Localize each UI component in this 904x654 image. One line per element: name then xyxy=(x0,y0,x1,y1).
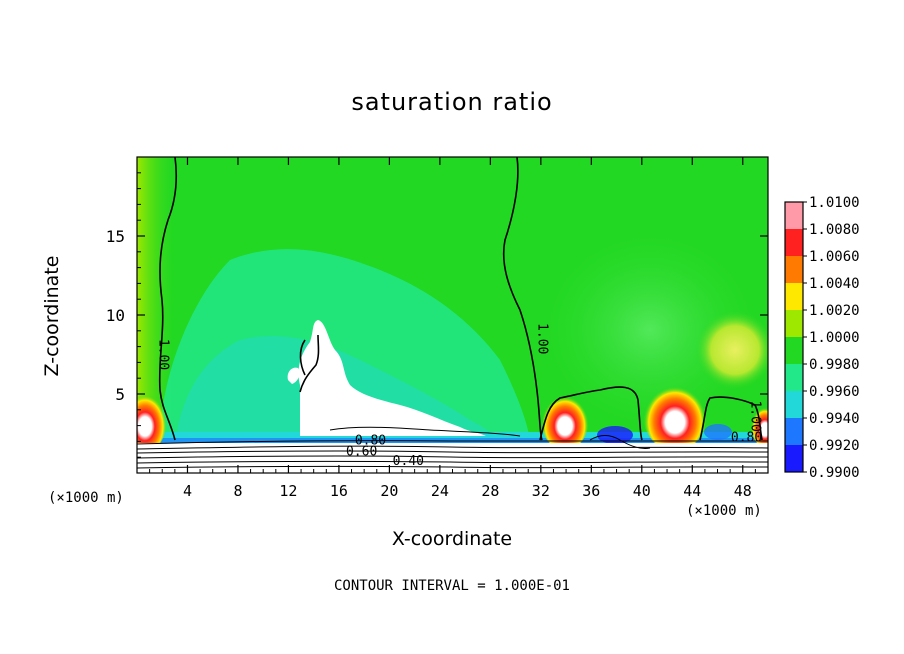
colorbar-label-3: 1.0040 xyxy=(809,276,860,292)
colorbar-swatch-0 xyxy=(785,202,803,229)
colorbar-swatch-8 xyxy=(785,418,803,445)
contour-label-6: 1.00 xyxy=(748,400,763,431)
field-blue-strip-dark xyxy=(137,438,768,443)
contour-1-left xyxy=(158,157,178,441)
x-tick-label-5: 24 xyxy=(431,482,449,500)
colorbar: 1.0100 1.0080 1.0060 1.0040 1.0020 1.0000 0.99… xyxy=(784,195,860,481)
ground-contours xyxy=(137,426,768,469)
contour-label-1: 1.00 xyxy=(534,323,549,354)
contour-label-3: 0.60 xyxy=(346,445,377,460)
x-tick-label-1: 8 xyxy=(233,482,242,500)
colorbar-swatch-1 xyxy=(785,229,803,256)
ground-contour-6 xyxy=(137,465,768,469)
colorbar-swatch-9 xyxy=(785,445,803,472)
colorbar-label-10: 0.9900 xyxy=(809,465,860,481)
ground-contour-7 xyxy=(329,426,521,437)
x-tick-label-7: 32 xyxy=(532,482,550,500)
x-tick-label-0: 4 xyxy=(183,482,192,500)
ground-contour-8 xyxy=(589,435,651,449)
colorbar-label-6: 0.9980 xyxy=(809,357,860,373)
contour-1-column-b xyxy=(299,339,306,376)
y-axis-label: Z-coordinate xyxy=(41,255,63,377)
ground-contour-4 xyxy=(137,455,768,459)
ground-region xyxy=(137,443,768,473)
field-layer xyxy=(137,157,768,473)
contour-interval-note: CONTOUR INTERVAL = 1.000E-01 xyxy=(333,578,570,594)
bluespot-x46 xyxy=(704,424,732,440)
ground-contour-2 xyxy=(137,445,768,450)
x-tick-label-3: 16 xyxy=(330,482,348,500)
y-tick-label-1: 10 xyxy=(106,306,125,325)
colorbar-swatch-4 xyxy=(785,310,803,337)
colorbar-swatch-2 xyxy=(785,256,803,283)
field-right-light xyxy=(530,220,768,440)
contour-label-0: 1.00 xyxy=(156,339,171,370)
y-tick-label-0: 5 xyxy=(115,385,125,404)
x-tick-label-8: 36 xyxy=(582,482,600,500)
x-tick-label-10: 44 xyxy=(683,482,701,500)
y-tick-label-2: 15 xyxy=(106,227,125,246)
contour-1-x46 xyxy=(699,396,763,441)
colorbar-label-1: 1.0080 xyxy=(809,222,860,238)
ground-contour-5 xyxy=(137,460,768,464)
colorbar-swatch-6 xyxy=(785,364,803,391)
contour-1-right xyxy=(502,157,543,441)
contour-1-column xyxy=(299,334,320,393)
colorbar-label-2: 1.0060 xyxy=(809,249,860,265)
contour-label-5: 0.80 xyxy=(731,430,762,445)
hotspot-left xyxy=(137,388,167,452)
contour-1-x34 xyxy=(539,386,643,441)
white-region-column xyxy=(298,320,486,436)
colorbar-swatch-5 xyxy=(785,337,803,364)
x-tick-label-6: 28 xyxy=(481,482,499,500)
ground-contour-3 xyxy=(137,450,768,454)
x-axis-label: X-coordinate xyxy=(391,528,513,550)
x-tick-label-2: 12 xyxy=(279,482,297,500)
x-tick-label-4: 20 xyxy=(380,482,398,500)
field-yellow-blob xyxy=(695,310,768,390)
ground-contour-1 xyxy=(137,440,768,445)
colorbar-label-0: 1.0100 xyxy=(809,195,860,211)
contour-label-4: 0.40 xyxy=(393,454,424,469)
colorbar-swatch-3 xyxy=(785,283,803,310)
hotspot-x42 xyxy=(643,379,707,451)
colorbar-label-5: 1.0000 xyxy=(809,330,860,346)
colorbar-label-4: 1.0020 xyxy=(809,303,860,319)
x-tick-label-9: 40 xyxy=(633,482,651,500)
x-tick-label-11: 48 xyxy=(734,482,752,500)
contour-label-2: 0.80 xyxy=(355,434,386,449)
x-unit-label-right: (×1000 m) xyxy=(686,503,762,519)
colorbar-swatch-7 xyxy=(785,391,803,418)
bluespot-x38 xyxy=(597,426,633,444)
colorbar-label-9: 0.9920 xyxy=(809,438,860,454)
x-unit-label-left: (×1000 m) xyxy=(48,490,124,506)
colorbar-label-7: 0.9960 xyxy=(809,384,860,400)
contour-labels: 1.001.000.800.600.400.801.00 xyxy=(156,323,763,469)
chart-title: saturation ratio xyxy=(351,88,553,116)
white-region-blob xyxy=(287,367,300,384)
colorbar-label-8: 0.9940 xyxy=(809,411,860,427)
contour-lines xyxy=(158,157,763,441)
